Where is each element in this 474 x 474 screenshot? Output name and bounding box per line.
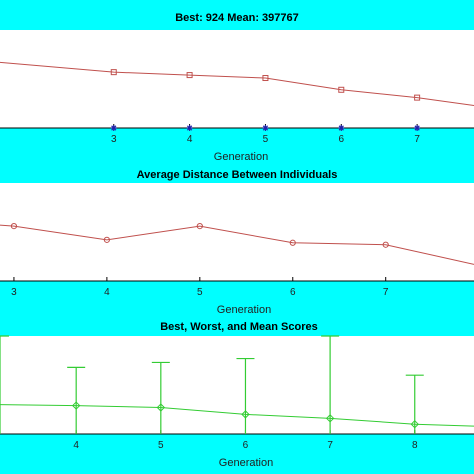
x-tick-label: 5 — [158, 440, 164, 451]
data-point-square — [186, 72, 193, 79]
x-tick-label: 5 — [263, 134, 269, 145]
x-tick-label: 7 — [414, 134, 420, 145]
panel-3-axes — [0, 336, 474, 434]
x-tick-label: 7 — [327, 440, 333, 451]
x-tick-label: 6 — [290, 287, 296, 298]
x-tick-label: 3 — [111, 134, 117, 145]
series-line — [0, 404, 474, 427]
x-tick-label: 7 — [383, 287, 389, 298]
data-point-diamond — [241, 410, 250, 419]
panel-3-plot: 4 5 6 7 8 — [0, 335, 474, 451]
panel-1-axes — [0, 30, 474, 128]
x-tick-label: 5 — [197, 287, 203, 298]
panel-2-xlabel: Generation — [217, 304, 271, 316]
panel-2-axes — [0, 183, 474, 281]
x-tick-label: 6 — [338, 134, 344, 145]
data-point-star — [262, 125, 269, 131]
x-tick-label: 6 — [243, 440, 249, 451]
panel-2-plot: 3 4 5 6 7 — [0, 223, 474, 298]
x-tick-label: 4 — [187, 134, 193, 145]
data-point-diamond — [71, 401, 81, 410]
panel-1-xlabel: Generation — [214, 151, 268, 163]
data-point-square — [262, 75, 269, 82]
data-point-diamond — [156, 403, 166, 412]
series-line — [0, 224, 474, 265]
data-point-circle — [196, 223, 203, 230]
data-point-circle — [10, 223, 18, 230]
panel-3-xlabel: Generation — [219, 457, 273, 469]
x-tick-label: 3 — [11, 287, 17, 298]
data-point-square — [338, 86, 345, 93]
x-tick-label: 4 — [73, 440, 79, 451]
data-point-square — [110, 69, 117, 76]
data-point-circle — [382, 241, 389, 248]
data-point-circle — [103, 236, 110, 243]
x-tick-label: 4 — [104, 287, 110, 298]
panel-3-title: Best, Worst, and Mean Scores — [160, 321, 318, 333]
panel-2-title: Average Distance Between Individuals — [137, 169, 338, 181]
panel-1-title: Best: 924 Mean: 397767 — [175, 12, 299, 24]
data-point-square — [414, 94, 421, 101]
data-point-star — [414, 125, 421, 131]
data-point-star — [338, 125, 345, 131]
data-point-star — [110, 125, 117, 131]
series-line — [0, 61, 474, 106]
x-tick-label: 8 — [412, 440, 418, 451]
data-point-circle — [289, 239, 296, 246]
panel-1-plot: 3 4 5 6 7 — [0, 61, 474, 145]
data-point-diamond — [410, 419, 419, 429]
data-point-star — [186, 125, 193, 131]
data-point-diamond — [325, 414, 335, 423]
